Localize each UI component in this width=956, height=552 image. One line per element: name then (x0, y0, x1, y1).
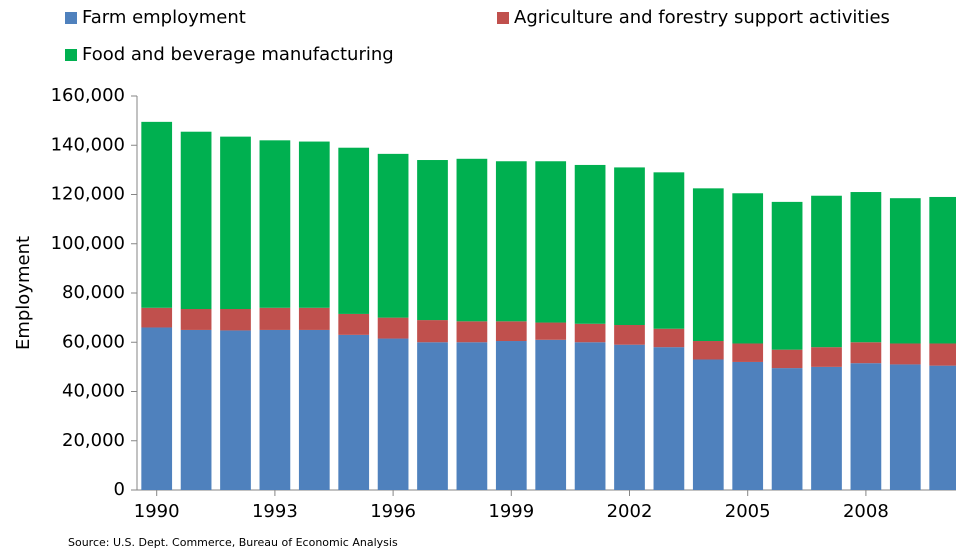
bar-segment (298, 329, 330, 490)
bar-segment (535, 322, 567, 340)
bar-segment (259, 140, 291, 308)
bar-segment (456, 342, 488, 490)
bar-segment (692, 359, 724, 490)
bar-segment (456, 321, 488, 343)
y-tick-label: 20,000 (62, 430, 125, 451)
x-tick-label: 2005 (725, 501, 771, 522)
bar-segment (692, 188, 724, 342)
bar-segment (180, 329, 212, 490)
bar-segment (338, 334, 370, 490)
legend-swatch (65, 49, 77, 61)
bar-segment (377, 338, 409, 490)
bar-segment (811, 366, 842, 490)
bar-segment (298, 141, 330, 308)
source-note: Source: U.S. Dept. Commerce, Bureau of E… (68, 536, 398, 549)
x-tick-label: 1993 (252, 501, 298, 522)
bar-segment (614, 167, 645, 326)
legend-swatch (497, 12, 509, 24)
y-tick-label: 100,000 (51, 233, 125, 254)
bar-segment (929, 365, 956, 490)
x-tick-label: 1990 (134, 501, 180, 522)
bar-segment (889, 364, 921, 490)
bar-segment (141, 121, 173, 308)
bar-segment (574, 164, 606, 324)
bar-segment (180, 131, 212, 310)
bar-segment (771, 201, 803, 350)
bar-segment (495, 341, 527, 490)
x-tick-label: 2002 (607, 501, 653, 522)
bar-segment (220, 330, 251, 490)
bar-segment (574, 323, 606, 343)
bar-segment (456, 158, 488, 322)
bar-segment (850, 192, 882, 343)
y-tick-label: 120,000 (51, 184, 125, 205)
bar-segment (141, 307, 173, 328)
bar-segment (614, 325, 645, 345)
bar-segment (574, 342, 606, 490)
bar-segment (417, 342, 448, 490)
bar-segment (850, 342, 882, 364)
bar-segment (929, 196, 956, 344)
y-tick-label: 40,000 (62, 381, 125, 402)
bar-segment (535, 339, 567, 490)
x-tick-label: 2008 (843, 501, 889, 522)
bar-segment (338, 147, 370, 314)
bar-segment (180, 309, 212, 330)
bar-segment (338, 313, 370, 335)
y-tick-label: 80,000 (62, 282, 125, 303)
bar-segment (614, 344, 645, 490)
x-tick-label: 1999 (488, 501, 534, 522)
bar-segment (811, 347, 842, 367)
bar-segment (259, 329, 291, 490)
bar-segment (653, 328, 685, 348)
bar-segment (732, 361, 764, 490)
y-tick-label: 140,000 (51, 134, 125, 155)
bar-segment (298, 307, 330, 330)
bar-segment (929, 343, 956, 366)
y-tick-label: 0 (114, 479, 125, 500)
bar-segment (417, 160, 448, 321)
bar-segment (771, 368, 803, 490)
y-tick-label: 160,000 (51, 85, 125, 106)
bar-segment (811, 195, 842, 348)
bar-segment (732, 343, 764, 362)
legend-label: Agriculture and forestry support activit… (514, 7, 890, 28)
bar-segment (220, 309, 251, 331)
bar-segment (889, 198, 921, 344)
y-axis-title: Employment (13, 236, 34, 350)
bar-segment (259, 307, 291, 330)
y-tick-label: 60,000 (62, 331, 125, 352)
bar-segment (535, 161, 567, 323)
legend-label: Farm employment (82, 7, 246, 28)
bar-segment (495, 161, 527, 322)
bar-segment (377, 153, 409, 318)
bar-segment (377, 317, 409, 339)
x-tick-label: 1996 (370, 501, 416, 522)
bar-segment (141, 327, 173, 490)
bar-segment (495, 321, 527, 342)
bar-segment (220, 136, 251, 310)
bar-segment (692, 341, 724, 360)
bar-segment (653, 347, 685, 490)
bar-segment (732, 193, 764, 344)
bar-segment (653, 172, 685, 329)
bar-segment (889, 343, 921, 365)
bar-segment (771, 349, 803, 369)
bar-segment (417, 320, 448, 343)
bar-segment (850, 363, 882, 490)
legend-swatch (65, 12, 77, 24)
legend-label: Food and beverage manufacturing (82, 44, 394, 65)
